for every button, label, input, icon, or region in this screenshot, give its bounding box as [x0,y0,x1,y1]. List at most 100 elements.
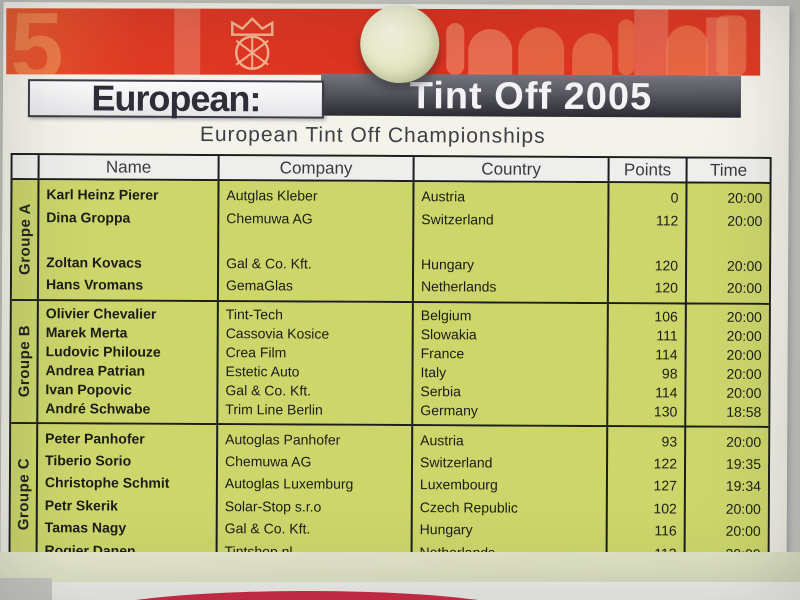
entry-time: 20:00 [725,522,761,540]
header-name: Name [39,155,220,180]
entry-company: Cassovia Kosice [225,324,330,342]
entry-name: Karl Heinz Pierer [46,186,159,203]
header-company: Company [219,156,415,181]
entry-points: 93 [661,433,678,450]
entry-name: Zoltan Kovacs [46,253,142,271]
wall-band [0,552,800,586]
entry-company: Chemuwa AG [225,453,312,470]
header-group [12,154,40,179]
group-label-cell: Groupe A [11,179,40,299]
entry-country: Germany [420,402,478,419]
entry-name: Peter Panhofer [45,429,145,447]
entry-points: 120 [654,256,679,273]
time-column: 20:00 20:00 20:00 20:00 [687,184,770,303]
entry-company: Autglas Kleber [226,187,318,204]
group-row: Groupe A Karl Heinz Pierer Dina Groppa Zolt… [11,179,770,305]
entry-name: Marek Merta [45,323,128,341]
banner-watermark-shape [666,25,709,76]
entry-name: Ludovic Philouze [45,343,161,360]
entry-country: Hungary [421,255,475,272]
entry-points: 114 [655,384,678,401]
entry-country: Serbia [420,383,461,400]
entry-points: 122 [653,455,678,472]
entry-points: 130 [653,403,678,420]
group-row: Groupe C Peter Panhofer Tiberio Sorio Chris… [10,423,769,568]
banner-watermark-shape [572,33,613,76]
entry-points: 120 [654,279,679,296]
group-label: Groupe B [15,324,33,398]
country-column: Austria Switzerland Luxembourg Czech Republ… [412,425,609,568]
title-tint-off: Tint Off 2005 [320,73,742,118]
entry-name [39,228,217,251]
red-arc-shape [92,591,522,600]
title-european: European: [27,77,325,119]
entry-points: 111 [656,327,678,344]
time-column: 20:00 20:00 20:00 20:00 20:00 18:58 [686,304,769,426]
entry-points: 127 [653,477,677,494]
entry-company: Solar-Stop s.r.o [224,497,322,515]
entry-time: 19:34 [725,478,761,495]
banner-watermark-shape [716,15,747,76]
entry-company: Estetic Auto [225,363,300,380]
entry-company: Gal & Co. Kft. [225,382,312,399]
entry-country: Czech Republic [419,498,518,516]
points-column: 93122127102116113 [607,426,687,568]
entry-company: GemaGlas [225,277,293,294]
name-column: Peter Panhofer Tiberio Sorio Christophe Sc… [37,423,219,566]
entry-country: Netherlands [420,278,497,295]
entry-company: Trim Line Berlin [225,401,323,419]
banner-watermark-shape [468,29,513,76]
results-table: Name Company Country Points Time Groupe … [8,152,772,570]
entry-time: 20:00 [726,257,763,274]
entry-country: Austria [420,431,464,448]
entry-company: Crea Film [225,343,287,361]
group-label-cell: Groupe C [10,423,39,565]
header-country: Country [414,157,610,182]
banner-watermark-number: 5 [10,8,58,76]
entry-company: Chemuwa AG [226,209,313,227]
points-column: 106 111 114 98 114 130 [608,303,687,426]
entry-time: 20:00 [727,189,763,206]
paper-sheet: 5 Tint Off 2005 Euro [0,1,790,570]
entry-time: 20:00 [726,365,762,382]
entry-name: Tiberio Sorio [45,452,132,469]
company-column: Autglas Kleber Chemuwa AG Gal & Co. Kft. Ge… [218,181,415,301]
entry-country: Austria [421,188,466,205]
country-column: Belgium Slowakia France Italy Serbia Germany [413,302,609,425]
entry-country: Switzerland [421,210,494,228]
table-body: Groupe A Karl Heinz Pierer Dina Groppa Zolt… [10,179,770,568]
entry-name: Ivan Popovic [45,381,132,398]
entry-points: 114 [655,346,678,363]
entry-name: Petr Skerik [44,496,119,514]
entry-time: 20:00 [727,212,763,229]
entry-name: Olivier Chevalier [45,304,157,322]
company-column: Autoglas Panhofer Chemuwa AG Autoglas Luxe… [217,424,414,567]
entry-time: 18:58 [726,404,762,421]
crown-icon [231,17,274,70]
entry-points: 106 [654,307,678,324]
banner-watermark-shape [446,23,465,76]
entry-name: Hans Vromans [45,276,144,293]
header-time: Time [709,160,748,180]
entry-points: 0 [670,189,679,206]
group-row: Groupe B Olivier Chevalier Marek Merta Ludo… [11,300,769,428]
entry-name: Andrea Patrian [45,362,146,379]
group-label: Groupe C [14,457,33,531]
entry-name: Dina Groppa [46,208,131,226]
entry-company: Gal & Co. Kft. [226,254,312,272]
banner-watermark-shape [618,19,635,76]
group-label: Groupe A [16,203,34,276]
entry-time: 19:35 [725,455,762,472]
entry-country: Hungary [419,521,473,538]
entry-country: Switzerland [420,454,493,471]
entry-points: 98 [661,365,678,382]
entry-country: Luxembourg [419,476,498,493]
entry-name: Tamas Nagy [44,519,127,536]
entry-time: 20:00 [726,279,763,296]
entry-name: André Schwabe [45,400,151,418]
entry-company [219,229,412,253]
entry-country [414,230,607,254]
entry-country: Belgium [420,306,472,323]
